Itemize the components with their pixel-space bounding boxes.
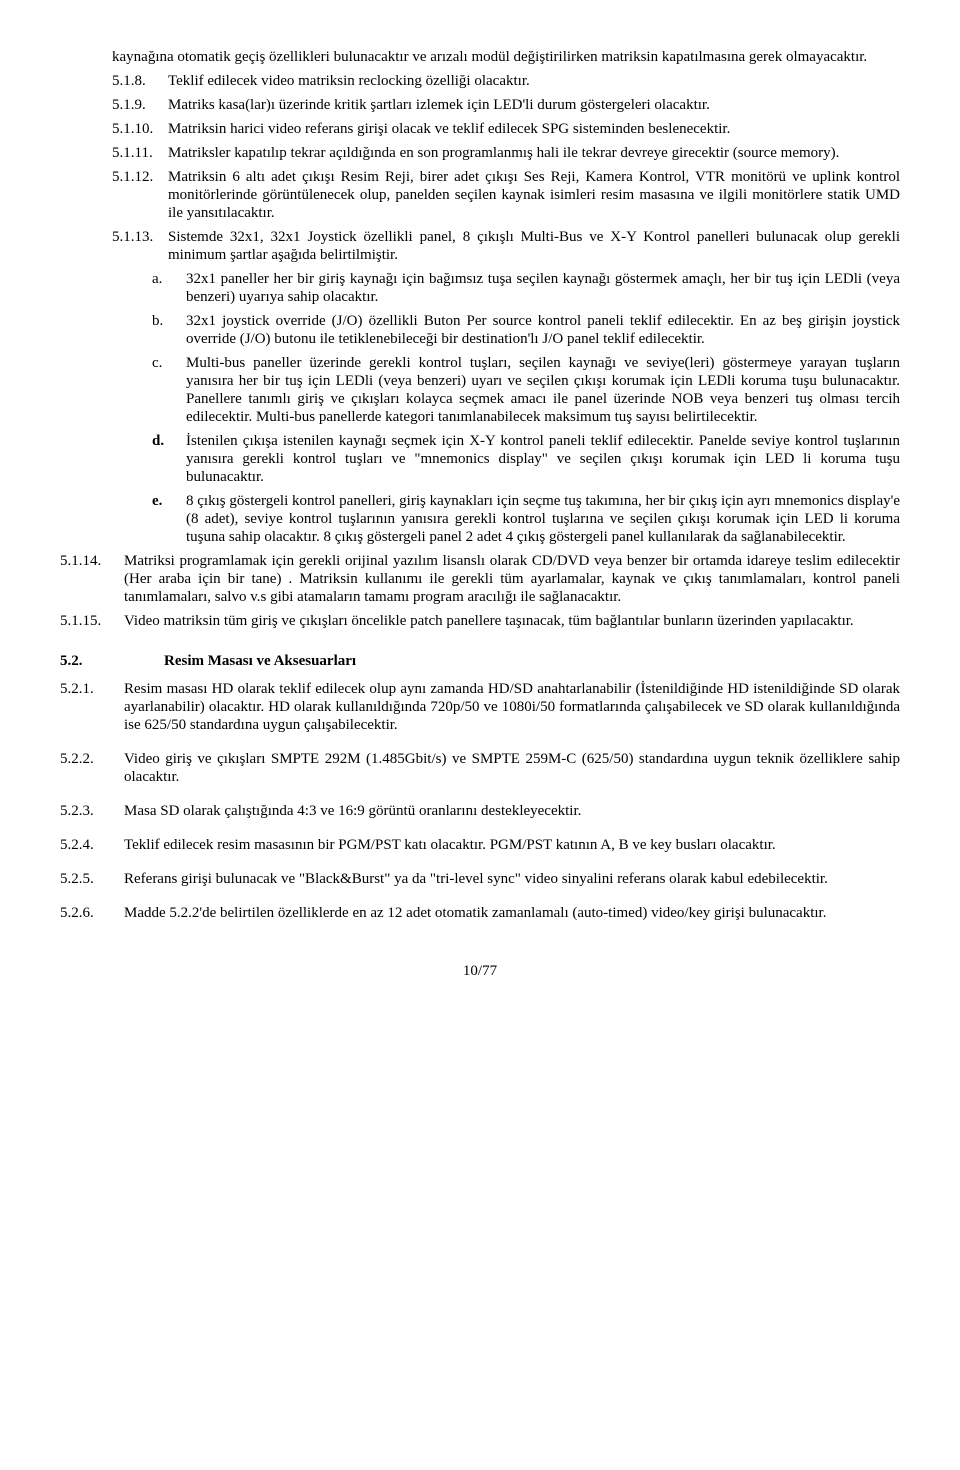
item-number: 5.2.5. — [60, 870, 124, 888]
item-text: Teklif edilecek video matriksin reclocki… — [168, 72, 900, 90]
item-5-2-1: 5.2.1. Resim masası HD olarak teklif edi… — [60, 680, 900, 734]
item-text: Matriksi programlamak için gerekli oriji… — [124, 552, 900, 606]
item-number: 5.1.9. — [112, 96, 168, 114]
item-5-2-2: 5.2.2. Video giriş ve çıkışları SMPTE 29… — [60, 750, 900, 786]
item-number: 5.1.14. — [60, 552, 124, 606]
item-text: Referans girişi bulunacak ve "Black&Burs… — [124, 870, 900, 888]
item-text: Sistemde 32x1, 32x1 Joystick özellikli p… — [168, 228, 900, 264]
item-5-1-12: 5.1.12. Matriksin 6 altı adet çıkışı Res… — [60, 168, 900, 222]
item-text: Video matriksin tüm giriş ve çıkışları ö… — [124, 612, 900, 630]
item-5-1-9: 5.1.9. Matriks kasa(lar)ı üzerinde kriti… — [60, 96, 900, 114]
section-5-2-header: 5.2. Resim Masası ve Aksesuarları — [60, 652, 900, 670]
subitem-d: d. İstenilen çıkışa istenilen kaynağı se… — [60, 432, 900, 486]
subitem-letter: b. — [152, 312, 186, 348]
item-text: Matriks kasa(lar)ı üzerinde kritik şartl… — [168, 96, 900, 114]
text: kaynağına otomatik geçiş özellikleri bul… — [112, 48, 900, 66]
item-5-2-5: 5.2.5. Referans girişi bulunacak ve "Bla… — [60, 870, 900, 888]
item-5-1-10: 5.1.10. Matriksin harici video referans … — [60, 120, 900, 138]
item-text: Madde 5.2.2'de belirtilen özelliklerde e… — [124, 904, 900, 922]
item-number: 5.1.13. — [112, 228, 168, 264]
subitem-b: b. 32x1 joystick override (J/O) özellikl… — [60, 312, 900, 348]
item-number: 5.1.10. — [112, 120, 168, 138]
item-5-1-14: 5.1.14. Matriksi programlamak için gerek… — [60, 552, 900, 606]
section-number: 5.2. — [60, 652, 124, 670]
item-text: Matriksin 6 altı adet çıkışı Resim Reji,… — [168, 168, 900, 222]
item-number: 5.2.4. — [60, 836, 124, 854]
item-5-2-3: 5.2.3. Masa SD olarak çalıştığında 4:3 v… — [60, 802, 900, 820]
subitem-c: c. Multi-bus paneller üzerinde gerekli k… — [60, 354, 900, 426]
item-number: 5.1.8. — [112, 72, 168, 90]
item-number: 5.1.12. — [112, 168, 168, 222]
item-number: 5.2.6. — [60, 904, 124, 922]
subitem-letter: c. — [152, 354, 186, 426]
item-text: Matriksler kapatılıp tekrar açıldığında … — [168, 144, 900, 162]
section-title: Resim Masası ve Aksesuarları — [124, 652, 900, 670]
subitem-text: İstenilen çıkışa istenilen kaynağı seçme… — [186, 432, 900, 486]
subitem-letter: d. — [152, 432, 186, 486]
item-text: Resim masası HD olarak teklif edilecek o… — [124, 680, 900, 734]
item-number: 5.1.15. — [60, 612, 124, 630]
subitem-letter: e. — [152, 492, 186, 546]
item-5-1-11: 5.1.11. Matriksler kapatılıp tekrar açıl… — [60, 144, 900, 162]
item-number: 5.2.3. — [60, 802, 124, 820]
item-5-1-8: 5.1.8. Teklif edilecek video matriksin r… — [60, 72, 900, 90]
item-5-1-15: 5.1.15. Video matriksin tüm giriş ve çık… — [60, 612, 900, 630]
item-text: Teklif edilecek resim masasının bir PGM/… — [124, 836, 900, 854]
item-5-1-13: 5.1.13. Sistemde 32x1, 32x1 Joystick öze… — [60, 228, 900, 264]
subitem-text: 32x1 joystick override (J/O) özellikli B… — [186, 312, 900, 348]
subitem-e: e. 8 çıkış göstergeli kontrol panelleri,… — [60, 492, 900, 546]
item-text: Matriksin harici video referans girişi o… — [168, 120, 900, 138]
subitem-a: a. 32x1 paneller her bir giriş kaynağı i… — [60, 270, 900, 306]
item-number: 5.2.2. — [60, 750, 124, 786]
subitem-letter: a. — [152, 270, 186, 306]
paragraph-continuation: kaynağına otomatik geçiş özellikleri bul… — [60, 48, 900, 66]
item-5-2-4: 5.2.4. Teklif edilecek resim masasının b… — [60, 836, 900, 854]
subitem-text: 32x1 paneller her bir giriş kaynağı için… — [186, 270, 900, 306]
subitem-text: Multi-bus paneller üzerinde gerekli kont… — [186, 354, 900, 426]
page-number: 10/77 — [60, 962, 900, 980]
subitem-text: 8 çıkış göstergeli kontrol panelleri, gi… — [186, 492, 900, 546]
item-number: 5.2.1. — [60, 680, 124, 734]
item-text: Masa SD olarak çalıştığında 4:3 ve 16:9 … — [124, 802, 900, 820]
item-5-2-6: 5.2.6. Madde 5.2.2'de belirtilen özellik… — [60, 904, 900, 922]
item-text: Video giriş ve çıkışları SMPTE 292M (1.4… — [124, 750, 900, 786]
item-number: 5.1.11. — [112, 144, 168, 162]
